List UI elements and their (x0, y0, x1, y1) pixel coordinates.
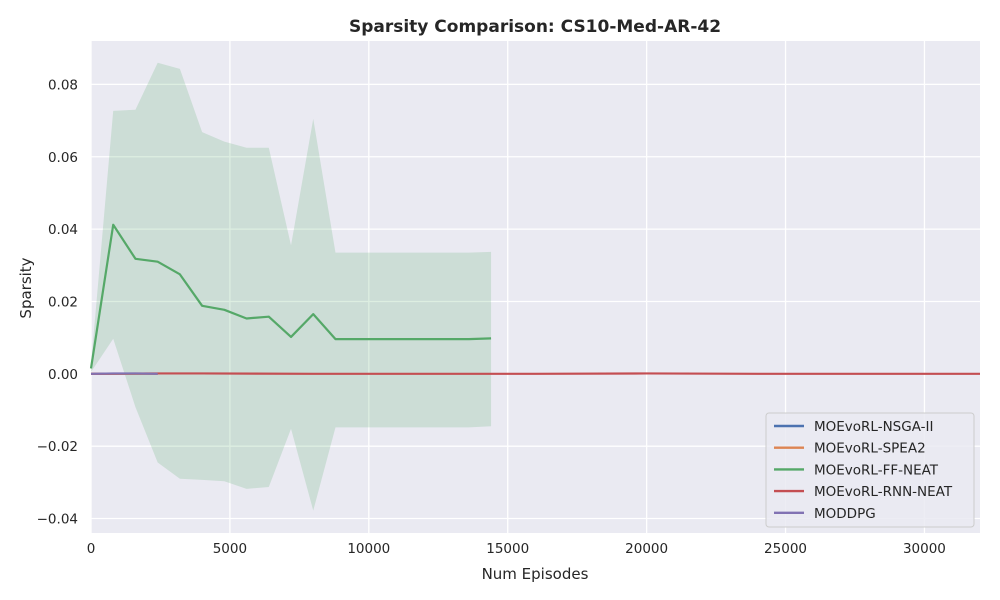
legend: MOEvoRL-NSGA-II MOEvoRL-SPEA2 MOEvoRL-FF-N… (765, 412, 975, 528)
x-tick-label: 25000 (764, 541, 807, 557)
legend-label: MOEvoRL-SPEA2 (814, 441, 926, 457)
legend-label: MOEvoRL-FF-NEAT (814, 462, 939, 478)
y-tick-label: 0.08 (48, 77, 78, 93)
chart-title: Sparsity Comparison: CS10-Med-AR-42 (349, 17, 721, 37)
y-tick-label: 0.06 (48, 150, 78, 166)
series-lines (89, 223, 980, 375)
x-tick-label: 0 (87, 541, 96, 557)
x-tick-label: 15000 (486, 541, 529, 557)
confidence-bands (91, 62, 492, 511)
y-tick-label: 0.02 (48, 294, 78, 310)
x-tick-label: 30000 (903, 541, 946, 557)
legend-label: MOEvoRL-RNN-NEAT (814, 484, 953, 500)
confidence-band (91, 62, 492, 511)
legend-frame (765, 412, 975, 528)
x-axis-label: Num Episodes (482, 565, 589, 583)
legend-label: MODDPG (814, 506, 876, 522)
x-tick-label: 10000 (347, 541, 390, 557)
series-line (89, 223, 492, 369)
tick-labels: 0 5000 10000 15000 20000 25000 30000 −0.04 −0.02… (37, 77, 946, 557)
y-tick-label: −0.02 (37, 439, 78, 455)
y-tick-label: −0.04 (37, 512, 78, 528)
y-tick-label: 0.04 (48, 222, 78, 238)
x-tick-label: 5000 (213, 541, 247, 557)
x-tick-label: 20000 (625, 541, 668, 557)
y-tick-label: 0.00 (48, 367, 78, 383)
y-axis-label: Sparsity (17, 257, 35, 318)
legend-label: MOEvoRL-NSGA-II (814, 419, 934, 435)
